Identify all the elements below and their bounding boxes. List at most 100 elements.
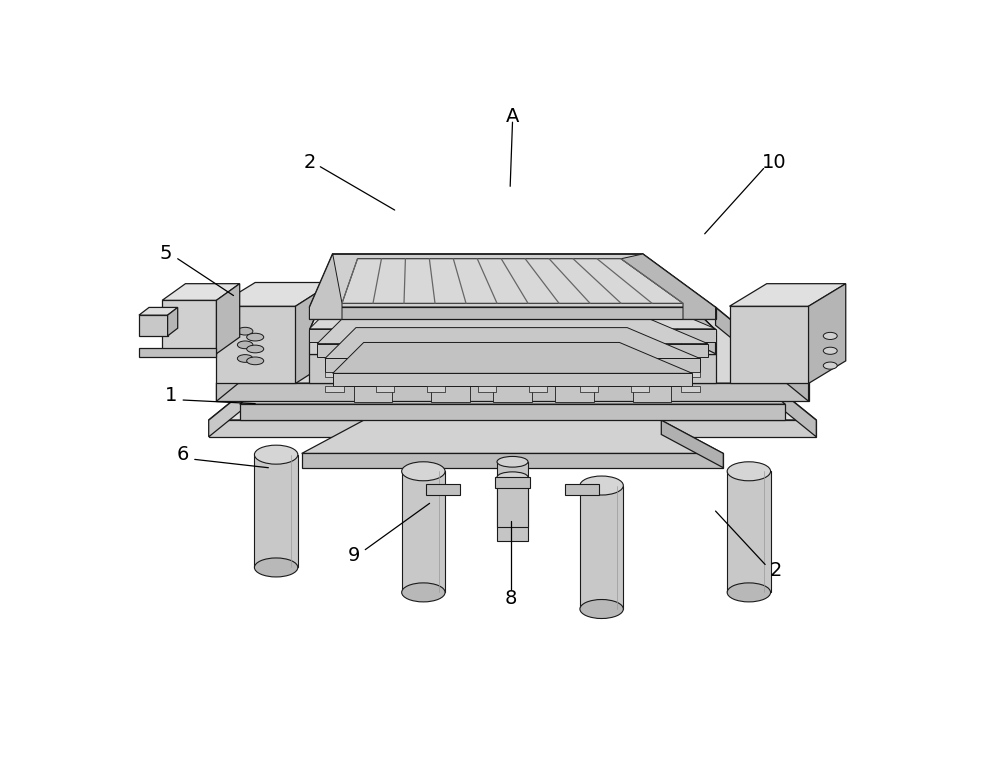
Polygon shape (631, 342, 649, 348)
Text: 2: 2 (770, 561, 782, 580)
Polygon shape (309, 298, 716, 328)
Polygon shape (493, 383, 532, 402)
Polygon shape (631, 372, 649, 378)
Polygon shape (139, 308, 178, 315)
Polygon shape (565, 484, 599, 495)
Ellipse shape (497, 456, 528, 467)
Polygon shape (681, 342, 700, 348)
Polygon shape (631, 357, 649, 362)
Ellipse shape (237, 328, 253, 335)
Text: 8: 8 (505, 589, 517, 608)
Ellipse shape (247, 333, 264, 341)
Polygon shape (376, 372, 394, 378)
Polygon shape (681, 386, 700, 392)
Polygon shape (730, 306, 809, 383)
Polygon shape (168, 308, 178, 336)
Polygon shape (296, 282, 333, 383)
Polygon shape (727, 471, 771, 592)
Ellipse shape (823, 362, 837, 369)
Polygon shape (427, 372, 445, 378)
Polygon shape (333, 373, 692, 386)
Polygon shape (631, 386, 649, 392)
Polygon shape (216, 383, 809, 401)
Polygon shape (580, 386, 598, 392)
Polygon shape (495, 477, 530, 488)
Text: 9: 9 (348, 546, 361, 565)
Ellipse shape (254, 558, 298, 577)
Ellipse shape (504, 339, 521, 347)
Polygon shape (555, 383, 594, 402)
Polygon shape (216, 282, 333, 306)
Polygon shape (478, 386, 496, 392)
Polygon shape (139, 315, 168, 336)
Polygon shape (723, 345, 816, 437)
Polygon shape (325, 372, 344, 378)
Text: 10: 10 (762, 153, 787, 172)
Polygon shape (633, 383, 671, 402)
Polygon shape (309, 330, 716, 354)
Polygon shape (529, 386, 547, 392)
Polygon shape (139, 348, 216, 357)
Polygon shape (309, 254, 716, 308)
Polygon shape (809, 284, 846, 383)
Ellipse shape (736, 375, 754, 382)
Ellipse shape (271, 375, 289, 382)
Polygon shape (580, 357, 598, 362)
Polygon shape (309, 306, 716, 354)
Polygon shape (681, 372, 700, 378)
Polygon shape (478, 342, 496, 348)
Polygon shape (309, 354, 716, 383)
Polygon shape (529, 357, 547, 362)
Polygon shape (302, 420, 723, 453)
Polygon shape (240, 330, 785, 404)
Ellipse shape (727, 583, 771, 602)
Text: A: A (506, 106, 519, 126)
Polygon shape (309, 308, 716, 319)
Polygon shape (730, 284, 846, 306)
Polygon shape (325, 342, 344, 348)
Ellipse shape (823, 332, 837, 339)
Ellipse shape (580, 476, 623, 495)
Polygon shape (216, 308, 809, 383)
Ellipse shape (497, 472, 528, 483)
Polygon shape (325, 386, 344, 392)
Ellipse shape (643, 332, 661, 340)
Polygon shape (325, 359, 700, 372)
Ellipse shape (364, 332, 382, 340)
Polygon shape (309, 259, 716, 330)
Polygon shape (402, 471, 445, 592)
Ellipse shape (727, 462, 771, 481)
Polygon shape (209, 345, 816, 420)
Polygon shape (580, 486, 623, 609)
Polygon shape (209, 345, 302, 437)
Text: 2: 2 (303, 153, 316, 172)
Ellipse shape (237, 355, 253, 362)
Polygon shape (431, 383, 470, 402)
Text: 6: 6 (177, 445, 189, 464)
Polygon shape (716, 308, 809, 401)
Polygon shape (216, 284, 240, 354)
Ellipse shape (333, 362, 351, 369)
Polygon shape (209, 420, 816, 437)
Ellipse shape (247, 345, 264, 353)
Text: 1: 1 (165, 386, 178, 405)
Polygon shape (317, 313, 708, 344)
Polygon shape (216, 306, 296, 383)
Polygon shape (529, 372, 547, 378)
Ellipse shape (729, 412, 746, 420)
Polygon shape (497, 462, 528, 527)
Polygon shape (427, 342, 445, 348)
Polygon shape (317, 344, 708, 357)
Polygon shape (309, 254, 342, 319)
Ellipse shape (254, 445, 298, 464)
Polygon shape (216, 308, 309, 401)
Ellipse shape (823, 347, 837, 355)
Ellipse shape (402, 583, 445, 602)
Polygon shape (478, 372, 496, 378)
Polygon shape (643, 254, 716, 319)
Polygon shape (325, 328, 700, 359)
Polygon shape (376, 357, 394, 362)
Polygon shape (643, 259, 716, 354)
Polygon shape (580, 342, 598, 348)
Polygon shape (325, 357, 344, 362)
